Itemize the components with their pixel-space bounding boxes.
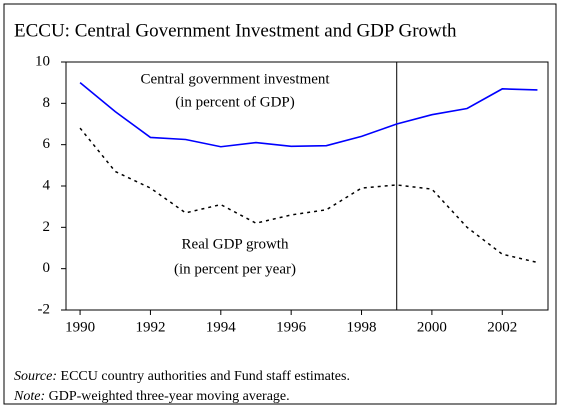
y-tick-label: 0 — [43, 260, 51, 276]
y-tick-label: 8 — [43, 95, 51, 111]
series-line — [79, 82, 538, 148]
y-tick-label: 6 — [43, 136, 51, 152]
source-line: Source: ECCU country authorities and Fun… — [14, 369, 350, 384]
series-sublabel: (in percent per year) — [174, 261, 296, 277]
chart-title: ECCU: Central Government Investment and … — [14, 20, 457, 41]
series-line — [79, 127, 538, 264]
note-line: Note: GDP-weighted three-year moving ave… — [13, 389, 290, 404]
note-text: GDP-weighted three-year moving average. — [49, 389, 290, 404]
source-label: Source: — [14, 369, 57, 384]
x-tick-label: 1994 — [206, 319, 237, 335]
series-label: Central government investment — [140, 71, 330, 87]
note-label: Note: — [13, 389, 45, 404]
source-text: ECCU country authorities and Fund staff … — [61, 369, 350, 384]
outer-frame — [3, 3, 557, 405]
series-sublabel: (in percent of GDP) — [175, 94, 295, 110]
y-tick-label: 4 — [43, 177, 51, 193]
x-tick-label: 2000 — [417, 319, 447, 335]
y-tick-label: -2 — [38, 301, 51, 317]
x-tick-label: 1998 — [347, 319, 377, 335]
series-label: Real GDP growth — [182, 236, 289, 252]
x-tick-label: 1990 — [65, 319, 95, 335]
x-tick-label: 2002 — [487, 319, 517, 335]
y-tick-label: 2 — [43, 219, 51, 235]
x-tick-label: 1996 — [276, 319, 307, 335]
plot-frame — [65, 61, 549, 311]
x-tick-label: 1992 — [135, 319, 165, 335]
y-tick-label: 10 — [35, 53, 50, 69]
